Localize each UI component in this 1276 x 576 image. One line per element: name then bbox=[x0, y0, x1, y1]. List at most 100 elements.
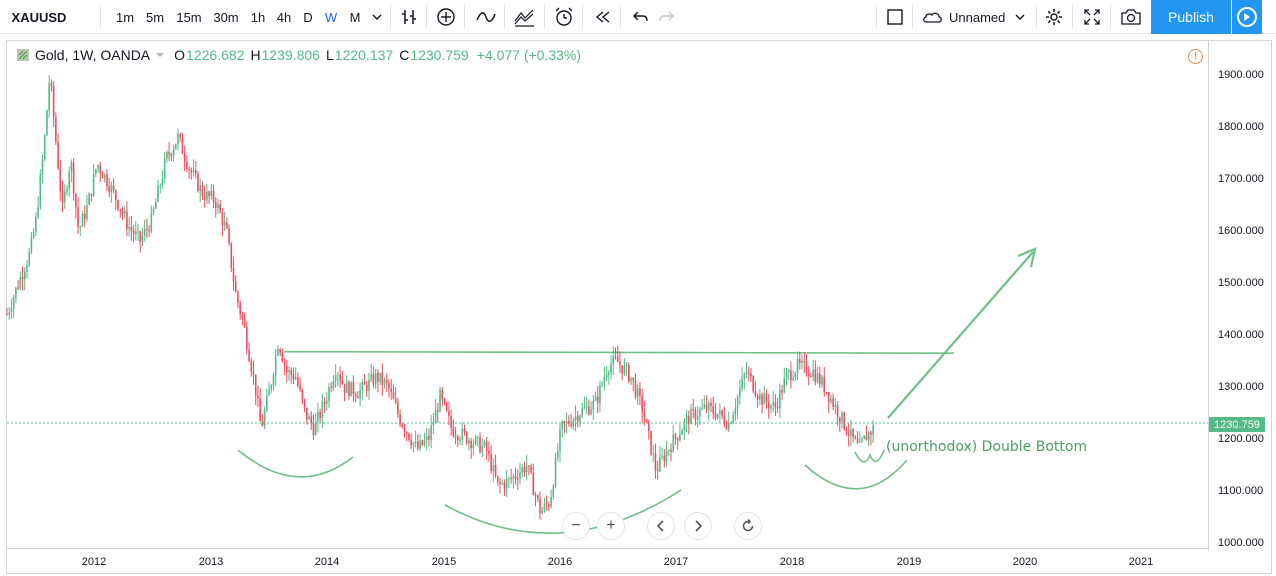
candle-body bbox=[37, 207, 39, 217]
candle-body bbox=[541, 510, 544, 514]
candle-body bbox=[230, 242, 233, 268]
interval-d[interactable]: D bbox=[303, 9, 313, 25]
candle-body bbox=[581, 408, 583, 417]
resistance-trendline bbox=[284, 350, 954, 355]
candle-body bbox=[730, 422, 732, 424]
candle-body bbox=[747, 372, 750, 374]
candle-body bbox=[816, 373, 819, 382]
candle-body bbox=[592, 400, 595, 410]
change-value: +4.077 (+0.33%) bbox=[476, 47, 582, 63]
candle-body bbox=[621, 365, 623, 374]
replay-button[interactable] bbox=[590, 0, 616, 34]
candle-body bbox=[794, 372, 797, 378]
candle-body bbox=[801, 360, 803, 363]
candle-body bbox=[736, 396, 739, 409]
compare-button[interactable] bbox=[432, 0, 460, 34]
candle-body bbox=[159, 185, 162, 187]
candle-body bbox=[799, 359, 801, 363]
candle-body bbox=[683, 421, 686, 431]
zoom-out-button[interactable]: − bbox=[562, 512, 590, 540]
candle-body bbox=[177, 133, 179, 144]
candles-icon bbox=[402, 10, 416, 24]
symbol-search[interactable]: XAUUSD bbox=[11, 9, 67, 25]
candle-body bbox=[796, 359, 799, 373]
symbol-logo-icon bbox=[17, 49, 29, 61]
interval-w[interactable]: W bbox=[324, 9, 338, 25]
candle-body bbox=[281, 352, 284, 362]
interval-m[interactable]: M bbox=[349, 9, 361, 25]
candle-body bbox=[21, 277, 24, 280]
candle-body bbox=[219, 204, 221, 213]
candle-body bbox=[403, 427, 406, 433]
interval-30m[interactable]: 30m bbox=[213, 9, 239, 25]
intervals-dropdown[interactable] bbox=[368, 0, 386, 34]
scroll-right-button[interactable] bbox=[684, 512, 712, 540]
candle-body bbox=[612, 356, 615, 365]
publish-options-button[interactable] bbox=[1232, 0, 1262, 34]
interval-5m[interactable]: 5m bbox=[145, 9, 165, 25]
publish-button[interactable]: Publish bbox=[1151, 0, 1231, 34]
candle-body bbox=[46, 110, 48, 136]
reset-chart-button[interactable] bbox=[734, 512, 762, 540]
undo-icon bbox=[633, 11, 648, 22]
candle-body bbox=[401, 424, 404, 428]
candle-body bbox=[832, 398, 834, 407]
fullscreen-button[interactable] bbox=[1078, 0, 1106, 34]
candle-body bbox=[452, 427, 455, 436]
undo-button[interactable] bbox=[628, 0, 652, 34]
candle-body bbox=[103, 174, 106, 179]
price-label: 1400.000 bbox=[1218, 329, 1264, 341]
interval-4h[interactable]: 4h bbox=[276, 9, 292, 25]
zoom-in-button[interactable]: + bbox=[597, 512, 625, 540]
candle-body bbox=[348, 382, 350, 397]
candle-body bbox=[727, 423, 730, 429]
double-bottom-annotation[interactable]: (unorthodox) Double Bottom bbox=[886, 439, 1088, 455]
settings-button[interactable] bbox=[1040, 0, 1068, 34]
candle-body bbox=[594, 396, 597, 401]
candle-body bbox=[81, 213, 84, 227]
close-label: C bbox=[399, 47, 410, 63]
candle-body bbox=[126, 211, 128, 229]
candle-body bbox=[248, 349, 250, 362]
redo-button[interactable] bbox=[655, 0, 679, 34]
snapshot-button[interactable] bbox=[1116, 0, 1146, 34]
price-scale[interactable] bbox=[1208, 41, 1270, 551]
caret-down-icon[interactable] bbox=[156, 51, 165, 59]
series-legend[interactable]: Gold, 1W, OANDA O 1226.682 H 1239.806 L … bbox=[16, 46, 581, 64]
layout-name: Unnamed bbox=[949, 9, 1006, 25]
candle-body bbox=[756, 395, 759, 400]
interval-1m[interactable]: 1m bbox=[115, 9, 135, 25]
candle-body bbox=[552, 486, 555, 497]
candle-body bbox=[55, 117, 57, 142]
indicators-button[interactable] bbox=[472, 0, 500, 34]
candle-body bbox=[448, 410, 450, 417]
select-layout-button[interactable] bbox=[882, 0, 908, 34]
candle-body bbox=[814, 369, 817, 382]
chart-pane[interactable] bbox=[6, 40, 1272, 574]
candle-body bbox=[268, 389, 270, 396]
time-label: 2013 bbox=[198, 556, 224, 568]
candle-body bbox=[579, 416, 581, 422]
templates-button[interactable] bbox=[510, 0, 540, 34]
data-warning-icon[interactable]: ! bbox=[1188, 49, 1203, 64]
candle-body bbox=[390, 388, 392, 392]
candle-body bbox=[654, 453, 657, 471]
interval-1h[interactable]: 1h bbox=[250, 9, 266, 25]
save-layout-button[interactable]: Unnamed bbox=[920, 4, 1030, 30]
candle-body bbox=[188, 168, 190, 171]
candle-body bbox=[770, 405, 772, 409]
alert-button[interactable] bbox=[550, 0, 578, 34]
candle-body bbox=[319, 411, 321, 418]
scroll-left-button[interactable] bbox=[647, 512, 675, 540]
candle-body bbox=[217, 204, 219, 209]
candle-body bbox=[599, 384, 601, 404]
series-title: Gold, 1W, OANDA bbox=[35, 47, 151, 63]
interval-15m[interactable]: 15m bbox=[176, 9, 202, 25]
candle-body bbox=[363, 382, 366, 385]
candle-body bbox=[170, 154, 173, 156]
time-scale[interactable] bbox=[7, 548, 1208, 573]
candle-body bbox=[719, 410, 721, 414]
bar-style-button[interactable] bbox=[396, 0, 422, 34]
candle-body bbox=[787, 370, 790, 372]
